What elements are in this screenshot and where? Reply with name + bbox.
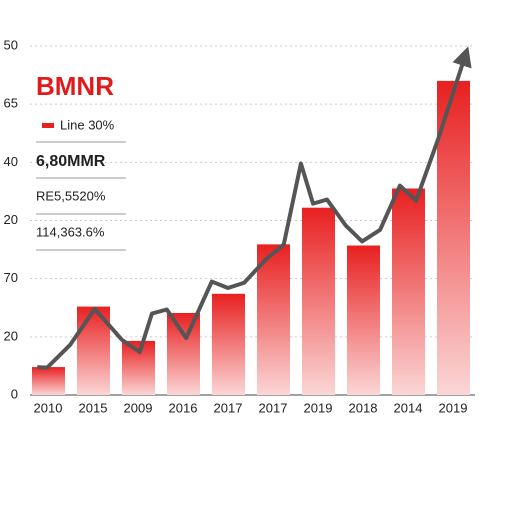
x-tick-label: 2017 bbox=[259, 400, 288, 415]
trend-line bbox=[37, 46, 472, 370]
y-tick-label: 50 bbox=[4, 37, 18, 52]
x-tick-label: 2010 bbox=[34, 400, 63, 415]
annotation: 114,363.6% bbox=[36, 224, 105, 239]
x-tick-label: 2009 bbox=[124, 400, 153, 415]
x-tick-label: 2019 bbox=[439, 400, 468, 415]
bar bbox=[212, 293, 245, 395]
x-tick-label: 2016 bbox=[169, 400, 198, 415]
legend-swatch bbox=[42, 123, 54, 128]
chart-title: BMNR bbox=[36, 71, 114, 101]
bar bbox=[302, 207, 335, 395]
bar bbox=[32, 367, 65, 395]
x-tick-label: 2015 bbox=[79, 400, 108, 415]
x-tick-label: 2018 bbox=[349, 400, 378, 415]
x-tick-label: 2017 bbox=[214, 400, 243, 415]
y-tick-label: 0 bbox=[11, 386, 18, 401]
info-panel: BMNR Line 30% 6,80MMR RE5,5520% 114,363.… bbox=[36, 71, 126, 251]
bar bbox=[257, 244, 290, 395]
y-tick-label: 20 bbox=[4, 328, 18, 343]
legend-label: Line 30% bbox=[60, 117, 115, 132]
y-tick-label: 40 bbox=[4, 154, 18, 169]
y-tick-label: 65 bbox=[4, 96, 18, 111]
annotation: RE5,5520% bbox=[36, 188, 106, 203]
bar bbox=[392, 188, 425, 395]
bar bbox=[347, 245, 380, 395]
bar bbox=[167, 312, 200, 395]
y-tick-label: 70 bbox=[4, 270, 18, 285]
bar bbox=[437, 80, 470, 396]
x-tick-label: 2019 bbox=[304, 400, 333, 415]
y-tick-label: 20 bbox=[4, 212, 18, 227]
annotation: 6,80MMR bbox=[36, 153, 106, 170]
x-tick-label: 2014 bbox=[394, 400, 423, 415]
